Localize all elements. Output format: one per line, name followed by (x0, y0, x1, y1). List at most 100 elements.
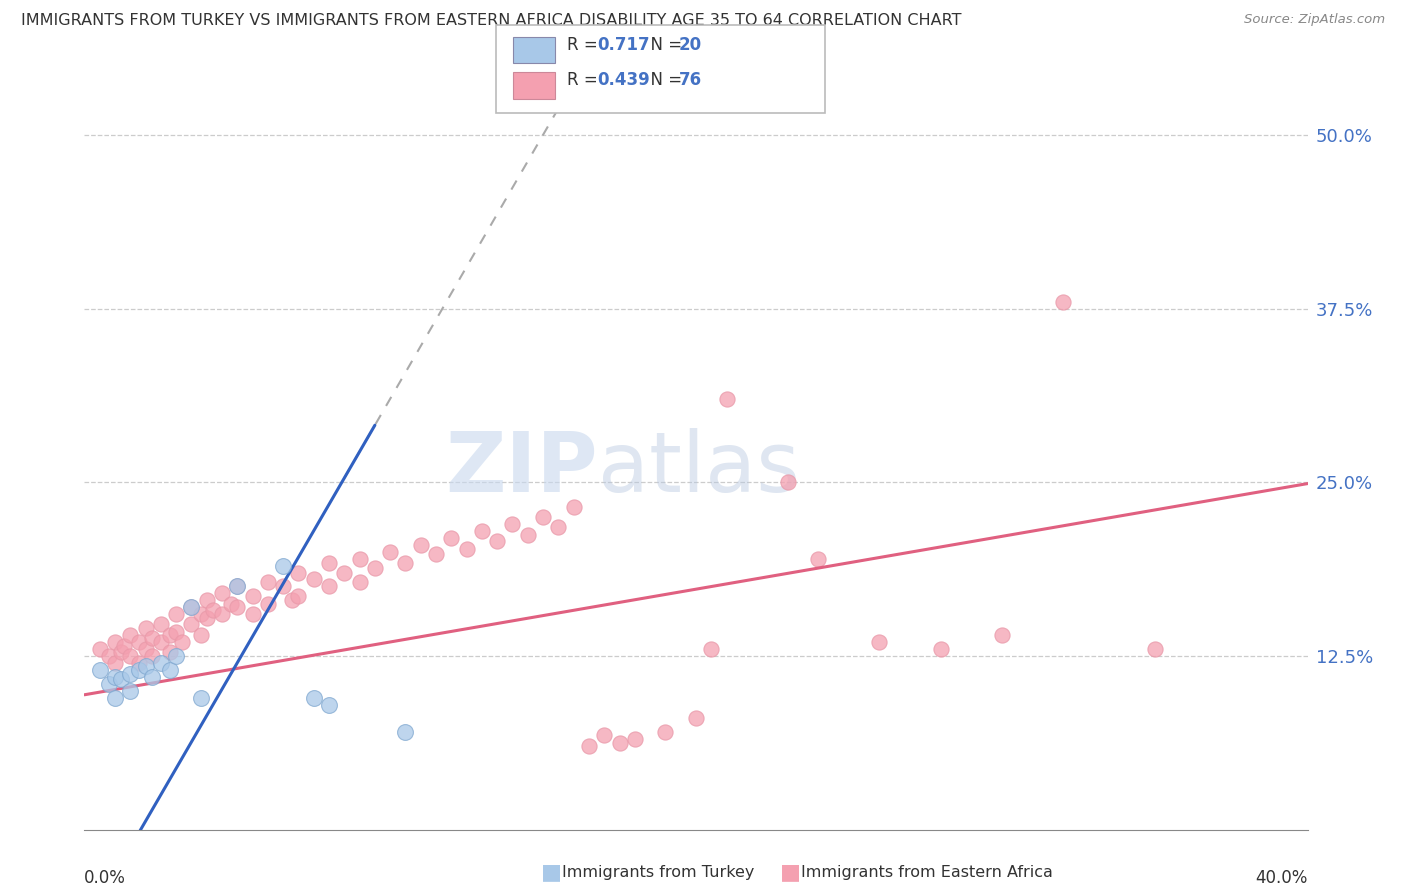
Text: IMMIGRANTS FROM TURKEY VS IMMIGRANTS FROM EASTERN AFRICA DISABILITY AGE 35 TO 64: IMMIGRANTS FROM TURKEY VS IMMIGRANTS FRO… (21, 13, 962, 29)
Point (287, 589, 309, 603)
Point (149, 635, 172, 649)
Point (318, 698, 340, 712)
Point (242, 589, 264, 603)
Point (149, 616, 172, 631)
Point (190, 607, 212, 622)
Point (190, 690, 212, 705)
Text: ZIP: ZIP (446, 428, 598, 508)
Text: R =: R = (567, 36, 603, 54)
Text: ■: ■ (541, 863, 562, 882)
Point (869, 635, 891, 649)
Text: ■: ■ (780, 863, 801, 882)
Point (141, 648, 163, 663)
Text: atlas: atlas (598, 428, 800, 508)
Point (226, 600, 249, 615)
Point (120, 667, 142, 681)
Point (141, 670, 163, 684)
Text: Immigrants from Turkey: Immigrants from Turkey (562, 865, 755, 880)
Point (302, 573, 325, 587)
Point (531, 510, 554, 524)
Point (380, 544, 402, 558)
Point (700, 642, 723, 657)
Point (180, 616, 202, 631)
Point (440, 531, 463, 545)
Text: 40.0%: 40.0% (1256, 870, 1308, 888)
Point (180, 600, 202, 615)
Point (271, 579, 294, 593)
Point (211, 586, 233, 600)
Point (257, 598, 280, 612)
Point (211, 607, 233, 622)
Point (201, 603, 224, 617)
Point (104, 690, 127, 705)
Point (141, 631, 163, 645)
Point (364, 561, 387, 575)
Point (135, 642, 157, 657)
Text: 0.0%: 0.0% (84, 870, 127, 888)
Point (516, 528, 538, 542)
Point (287, 566, 309, 580)
Point (318, 579, 340, 593)
Point (609, 736, 631, 750)
Point (257, 575, 280, 590)
Point (502, 516, 524, 531)
Text: N =: N = (640, 36, 688, 54)
Point (128, 635, 150, 649)
Point (242, 607, 264, 622)
Point (562, 500, 585, 515)
Point (318, 556, 340, 570)
Point (159, 645, 181, 659)
Point (456, 541, 478, 556)
Point (991, 628, 1014, 642)
Point (654, 725, 676, 739)
Text: 76: 76 (679, 71, 702, 89)
Text: 0.717: 0.717 (598, 36, 650, 54)
Point (159, 628, 181, 642)
Point (97, 648, 120, 663)
Point (172, 635, 194, 649)
Point (135, 621, 157, 635)
Point (120, 628, 142, 642)
Point (394, 725, 416, 739)
Point (195, 611, 218, 625)
Point (149, 656, 172, 670)
Point (110, 645, 132, 659)
Point (349, 575, 371, 590)
Text: Source: ZipAtlas.com: Source: ZipAtlas.com (1244, 13, 1385, 27)
Point (685, 711, 707, 725)
Point (190, 628, 212, 642)
Point (281, 593, 304, 607)
Point (165, 607, 187, 622)
Point (195, 593, 218, 607)
Point (425, 548, 447, 562)
Point (349, 551, 371, 566)
Point (776, 475, 799, 490)
Point (409, 538, 432, 552)
Point (112, 639, 135, 653)
Point (159, 663, 181, 677)
Point (89, 663, 111, 677)
Point (226, 579, 249, 593)
Text: 0.439: 0.439 (598, 71, 651, 89)
Point (929, 642, 952, 657)
Point (226, 579, 249, 593)
Point (135, 658, 157, 673)
Point (104, 656, 127, 670)
Point (128, 656, 150, 670)
Text: N =: N = (640, 71, 688, 89)
Point (165, 625, 187, 640)
Point (302, 690, 325, 705)
Point (104, 670, 127, 684)
Point (271, 558, 294, 573)
Point (120, 648, 142, 663)
Point (578, 739, 600, 754)
Point (104, 635, 127, 649)
Point (1143, 642, 1166, 657)
Point (716, 392, 738, 406)
Point (547, 519, 569, 533)
Text: R =: R = (567, 71, 603, 89)
Text: 20: 20 (679, 36, 702, 54)
Point (120, 683, 142, 698)
Point (593, 728, 616, 742)
Point (807, 551, 830, 566)
